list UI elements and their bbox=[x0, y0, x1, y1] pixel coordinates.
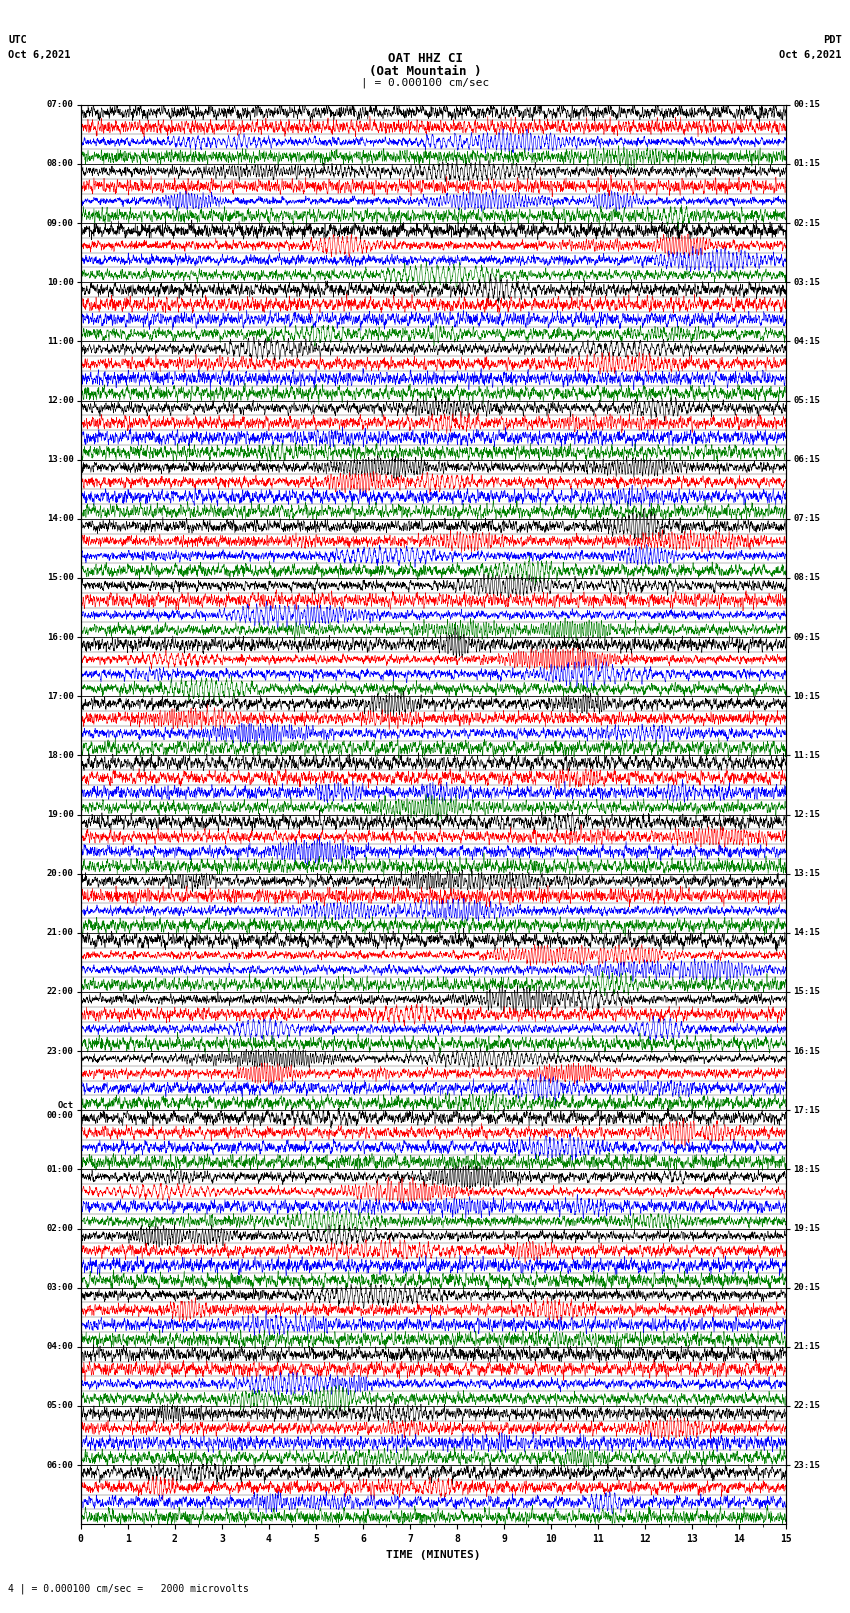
Text: OAT HHZ CI: OAT HHZ CI bbox=[388, 52, 462, 65]
Text: Oct 6,2021: Oct 6,2021 bbox=[8, 50, 71, 60]
Text: 4 | = 0.000100 cm/sec =   2000 microvolts: 4 | = 0.000100 cm/sec = 2000 microvolts bbox=[8, 1582, 249, 1594]
Text: Oct 6,2021: Oct 6,2021 bbox=[779, 50, 842, 60]
Text: | = 0.000100 cm/sec: | = 0.000100 cm/sec bbox=[361, 77, 489, 89]
X-axis label: TIME (MINUTES): TIME (MINUTES) bbox=[386, 1550, 481, 1560]
Text: (Oat Mountain ): (Oat Mountain ) bbox=[369, 65, 481, 77]
Text: PDT: PDT bbox=[823, 35, 842, 45]
Text: UTC: UTC bbox=[8, 35, 27, 45]
